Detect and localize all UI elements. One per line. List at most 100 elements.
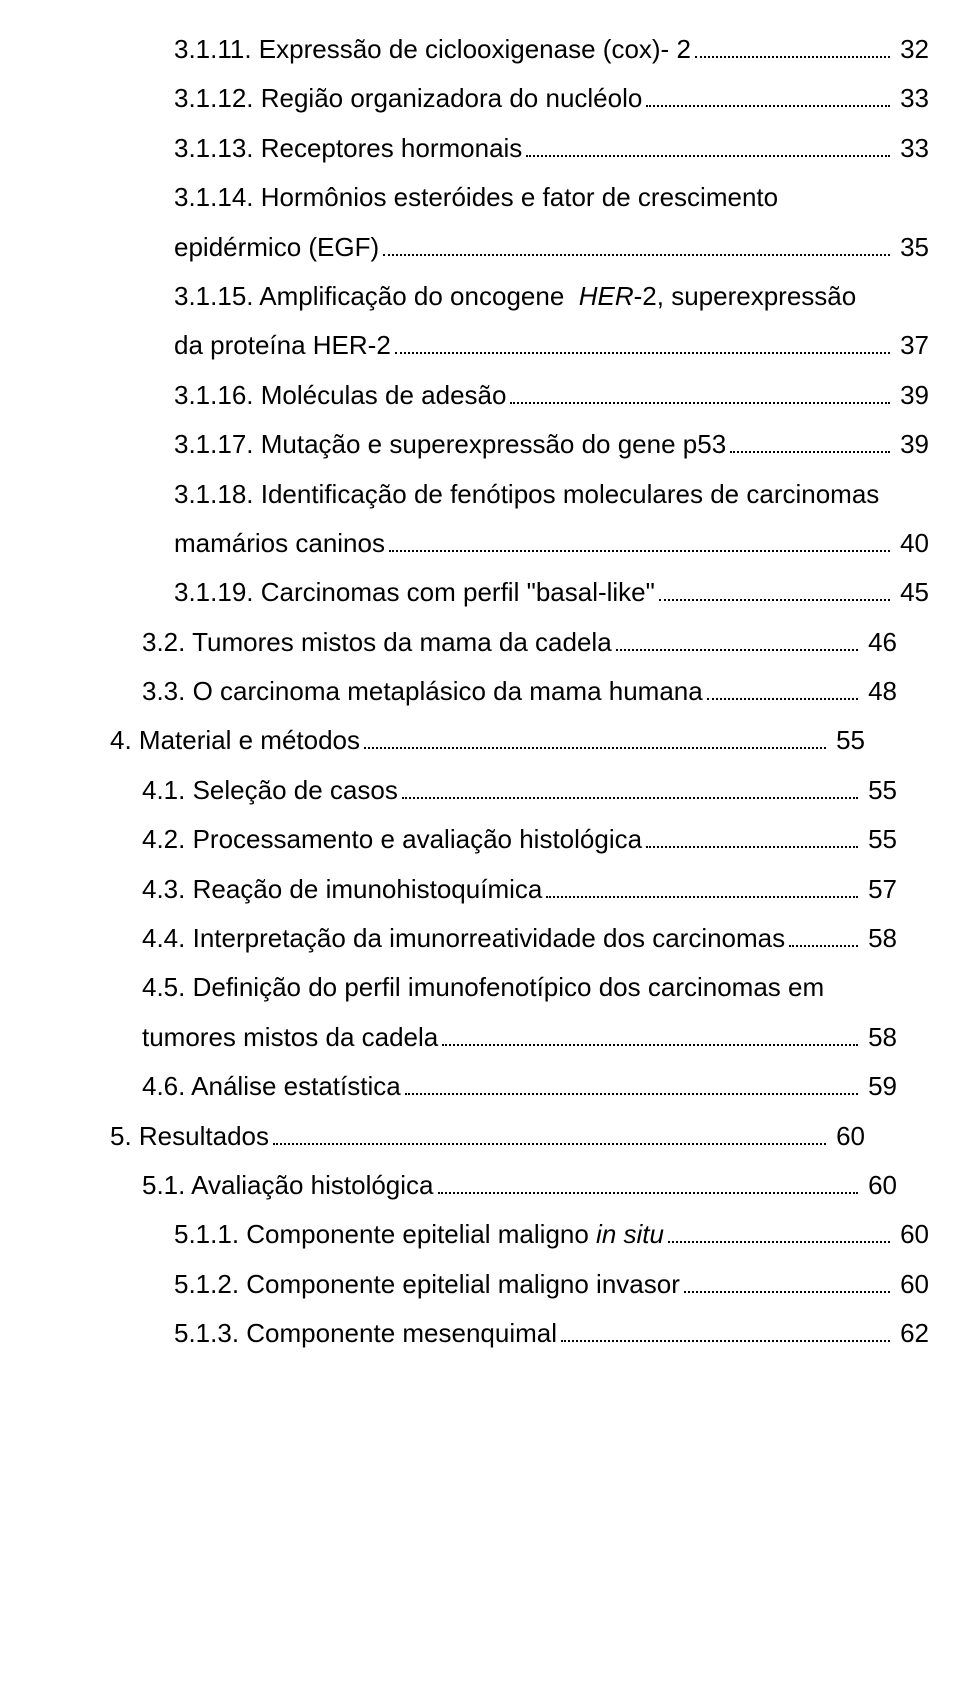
toc-leader-dots (383, 230, 890, 255)
toc-entry: 4.4. Interpretação da imunorreatividade … (110, 914, 897, 963)
toc-leader-dots (730, 428, 890, 453)
toc-entry-label: 5. Resultados (110, 1112, 269, 1161)
toc-entry-label: 3.1.12. Região organizadora do nucléolo (174, 74, 642, 123)
toc-entry: 3.1.18. Identificação de fenótipos molec… (110, 470, 929, 519)
table-of-contents: 3.1.11. Expressão de ciclooxigenase (cox… (110, 25, 865, 1359)
toc-entry-label: 4. Material e métodos (110, 716, 360, 765)
toc-entry: 4. Material e métodos 55 (110, 716, 865, 765)
toc-page-number: 60 (894, 1210, 929, 1259)
toc-entry-label: mamários caninos (174, 519, 385, 568)
toc-entry: 3.1.12. Região organizadora do nucléolo 3… (110, 74, 929, 123)
toc-entry-label: 5.1.2. Componente epitelial maligno inva… (174, 1260, 680, 1309)
toc-entry: 3.2. Tumores mistos da mama da cadela 46 (110, 618, 897, 667)
toc-entry: 3.1.16. Moléculas de adesão 39 (110, 371, 929, 420)
toc-leader-dots (389, 527, 890, 552)
toc-entry-label: da proteína HER-2 (174, 321, 391, 370)
toc-entry-continuation: tumores mistos da cadela 58 (110, 1013, 897, 1062)
toc-page-number: 60 (894, 1260, 929, 1309)
toc-page-number: 57 (862, 865, 897, 914)
toc-page-number: 60 (862, 1161, 897, 1210)
toc-entry: 3.1.11. Expressão de ciclooxigenase (cox… (110, 25, 929, 74)
toc-entry-label: 3.1.14. Hormônios esteróides e fator de … (174, 173, 778, 222)
toc-entry: 4.3. Reação de imunohistoquímica 57 (110, 865, 897, 914)
toc-leader-dots (273, 1119, 826, 1144)
toc-leader-dots (442, 1020, 858, 1045)
toc-page-number: 33 (894, 124, 929, 173)
toc-page-number: 33 (894, 74, 929, 123)
toc-entry-label: 5.1.1. Componente epitelial maligno in s… (174, 1210, 664, 1259)
toc-entry-label: epidérmico (EGF) (174, 223, 379, 272)
toc-entry: 5.1.2. Componente epitelial maligno inva… (110, 1260, 929, 1309)
toc-leader-dots (526, 131, 890, 156)
toc-entry-label: 3.1.15. Amplificação do oncogene HER-2, … (174, 272, 856, 321)
toc-entry-label: 4.3. Reação de imunohistoquímica (142, 865, 542, 914)
toc-entry-label: 3.1.11. Expressão de ciclooxigenase (cox… (174, 25, 691, 74)
toc-entry-label: 4.5. Definição do perfil imunofenotípico… (142, 963, 824, 1012)
toc-entry: 4.1. Seleção de casos 55 (110, 766, 897, 815)
toc-page-number: 45 (894, 568, 929, 617)
toc-leader-dots (616, 625, 858, 650)
toc-page-number: 37 (894, 321, 929, 370)
toc-entry: 3.1.17. Mutação e superexpressão do gene… (110, 420, 929, 469)
toc-leader-dots (646, 82, 890, 107)
toc-leader-dots (684, 1267, 890, 1292)
toc-entry-continuation: mamários caninos 40 (110, 519, 929, 568)
toc-page-number: 39 (894, 371, 929, 420)
toc-leader-dots (707, 675, 858, 700)
toc-page-number: 55 (862, 815, 897, 864)
toc-page-number: 32 (894, 25, 929, 74)
toc-page-number: 62 (894, 1309, 929, 1358)
toc-entry-label: 4.2. Processamento e avaliação histológi… (142, 815, 642, 864)
toc-entry: 4.6. Análise estatística 59 (110, 1062, 897, 1111)
toc-page-number: 39 (894, 420, 929, 469)
toc-page-number: 46 (862, 618, 897, 667)
toc-entry-label: 3.1.19. Carcinomas com perfil "basal-lik… (174, 568, 655, 617)
toc-entry-label: 4.4. Interpretação da imunorreatividade … (142, 914, 785, 963)
toc-leader-dots (402, 773, 858, 798)
toc-entry: 5. Resultados 60 (110, 1112, 865, 1161)
toc-entry: 5.1.3. Componente mesenquimal 62 (110, 1309, 929, 1358)
toc-page-number: 59 (862, 1062, 897, 1111)
toc-leader-dots (395, 329, 890, 354)
toc-leader-dots (405, 1070, 858, 1095)
toc-entry-label: 3.1.13. Receptores hormonais (174, 124, 522, 173)
toc-leader-dots (659, 576, 890, 601)
toc-page-number: 60 (830, 1112, 865, 1161)
toc-leader-dots (510, 378, 890, 403)
toc-entry-label: 4.6. Análise estatística (142, 1062, 401, 1111)
toc-leader-dots (438, 1169, 859, 1194)
toc-entry-label: 3.3. O carcinoma metaplásico da mama hum… (142, 667, 703, 716)
toc-entry: 3.3. O carcinoma metaplásico da mama hum… (110, 667, 897, 716)
toc-entry-label: 3.1.18. Identificação de fenótipos molec… (174, 470, 879, 519)
toc-entry-label: 5.1.3. Componente mesenquimal (174, 1309, 557, 1358)
toc-page-number: 35 (894, 223, 929, 272)
toc-entry-label: 3.2. Tumores mistos da mama da cadela (142, 618, 612, 667)
toc-entry-label: 4.1. Seleção de casos (142, 766, 398, 815)
toc-page-number: 55 (830, 716, 865, 765)
toc-entry-continuation: da proteína HER-2 37 (110, 321, 929, 370)
toc-leader-dots (646, 823, 858, 848)
document-page: 3.1.11. Expressão de ciclooxigenase (cox… (0, 0, 960, 1409)
toc-entry-label: 3.1.17. Mutação e superexpressão do gene… (174, 420, 726, 469)
toc-page-number: 58 (862, 1013, 897, 1062)
toc-leader-dots (546, 872, 858, 897)
toc-leader-dots (668, 1218, 890, 1243)
toc-entry-label: 5.1. Avaliação histológica (142, 1161, 434, 1210)
toc-leader-dots (561, 1317, 890, 1342)
toc-entry: 4.2. Processamento e avaliação histológi… (110, 815, 897, 864)
toc-entry: 5.1. Avaliação histológica 60 (110, 1161, 897, 1210)
toc-leader-dots (364, 724, 826, 749)
toc-entry: 3.1.13. Receptores hormonais 33 (110, 124, 929, 173)
toc-entry: 3.1.14. Hormônios esteróides e fator de … (110, 173, 929, 222)
toc-entry: 5.1.1. Componente epitelial maligno in s… (110, 1210, 929, 1259)
toc-page-number: 55 (862, 766, 897, 815)
toc-entry-label: 3.1.16. Moléculas de adesão (174, 371, 506, 420)
toc-entry-continuation: epidérmico (EGF) 35 (110, 223, 929, 272)
toc-page-number: 48 (862, 667, 897, 716)
toc-entry-label: tumores mistos da cadela (142, 1013, 438, 1062)
toc-page-number: 58 (862, 914, 897, 963)
toc-leader-dots (695, 33, 890, 58)
toc-entry: 3.1.19. Carcinomas com perfil "basal-lik… (110, 568, 929, 617)
toc-page-number: 40 (894, 519, 929, 568)
toc-entry: 4.5. Definição do perfil imunofenotípico… (110, 963, 897, 1012)
